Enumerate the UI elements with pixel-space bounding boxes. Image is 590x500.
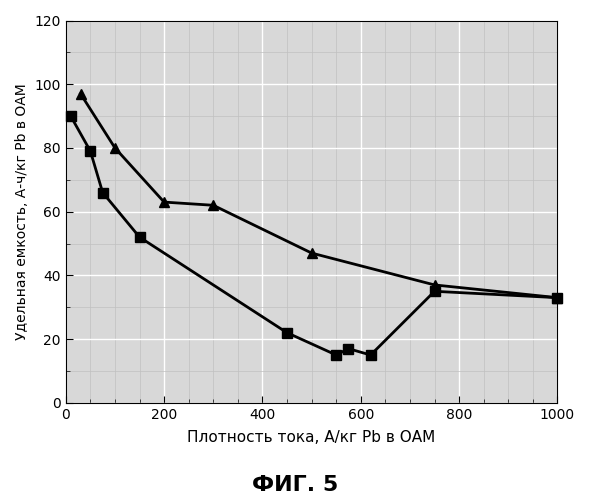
Y-axis label: Удельная емкость, А-ч/кг Pb в ОАМ: Удельная емкость, А-ч/кг Pb в ОАМ [15, 84, 29, 340]
Text: ФИГ. 5: ФИГ. 5 [252, 475, 338, 495]
X-axis label: Плотность тока, А/кг Pb в ОАМ: Плотность тока, А/кг Pb в ОАМ [188, 430, 436, 445]
